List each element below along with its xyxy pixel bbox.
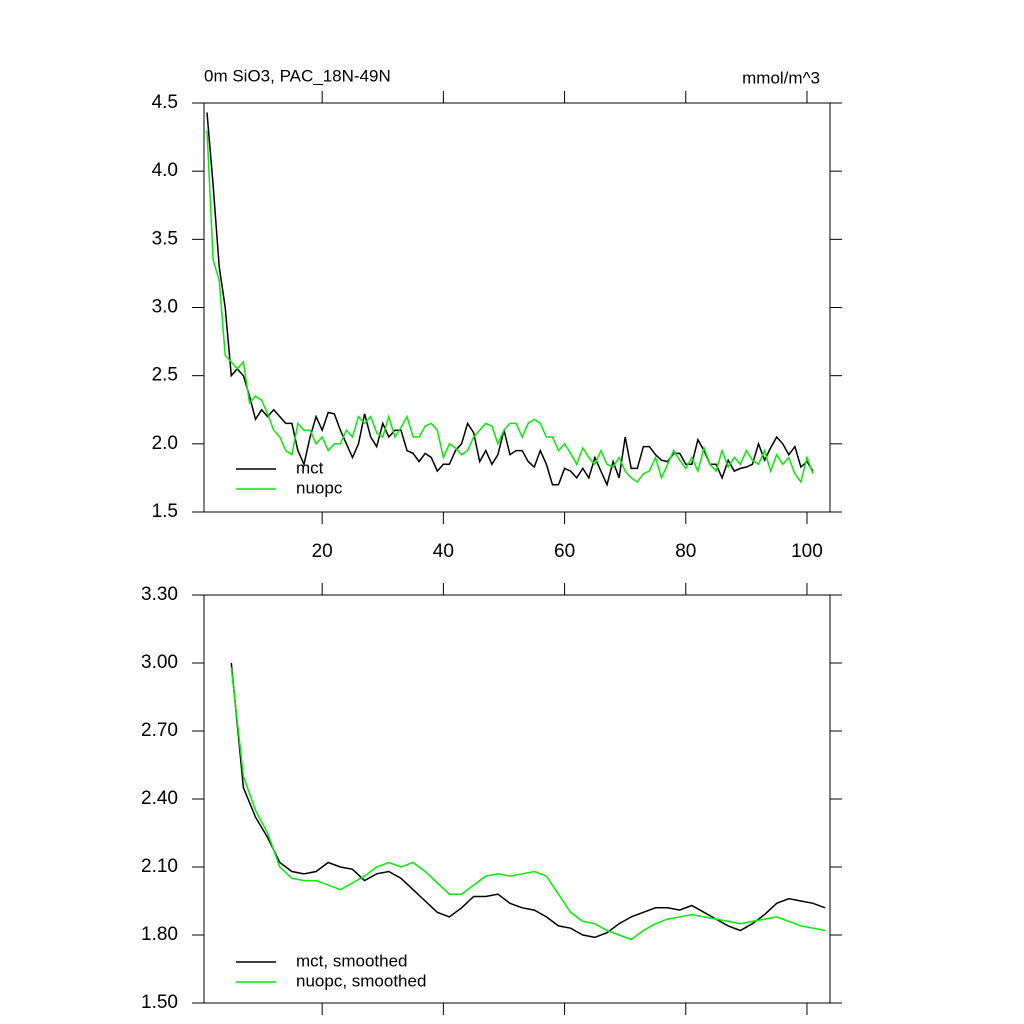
legend-label: mct xyxy=(296,458,324,477)
y-tick-label: 3.0 xyxy=(152,297,178,318)
x-tick-label: 40 xyxy=(433,541,454,562)
y-tick-label: 2.70 xyxy=(141,720,178,741)
y-tick-label: 4.5 xyxy=(152,92,178,113)
x-tick-label: 60 xyxy=(554,541,575,562)
chart-units: mmol/m^3 xyxy=(742,68,820,87)
series-line xyxy=(206,112,814,487)
y-tick-label: 3.5 xyxy=(152,228,178,249)
y-tick-label: 1.50 xyxy=(141,992,178,1013)
y-tick-label: 1.80 xyxy=(141,924,178,945)
y-tick-label: 2.10 xyxy=(141,856,178,877)
y-tick-label: 3.00 xyxy=(141,652,178,673)
chart-title: 0m SiO3, PAC_18N-49N xyxy=(204,66,391,85)
y-tick-label: 4.0 xyxy=(152,160,178,181)
legend-label: nuopc xyxy=(296,478,343,497)
series-line xyxy=(230,662,826,939)
legend-label: mct, smoothed xyxy=(296,951,408,970)
y-tick-label: 2.40 xyxy=(141,788,178,809)
y-tick-label: 2.5 xyxy=(152,365,178,386)
series-line xyxy=(230,667,826,941)
series-line xyxy=(206,130,814,484)
y-tick-label: 1.5 xyxy=(152,501,178,522)
plot-frame xyxy=(203,594,831,1004)
y-tick-label: 3.30 xyxy=(141,584,178,605)
x-tick-label: 100 xyxy=(791,541,823,562)
x-tick-label: 20 xyxy=(312,541,333,562)
legend-label: nuopc, smoothed xyxy=(296,971,426,990)
y-tick-label: 2.0 xyxy=(152,433,178,454)
x-tick-label: 80 xyxy=(675,541,696,562)
